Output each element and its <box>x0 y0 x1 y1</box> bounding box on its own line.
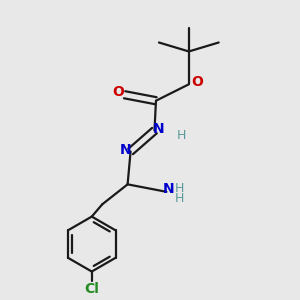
Text: O: O <box>112 85 124 99</box>
Text: H: H <box>174 182 184 195</box>
Text: O: O <box>191 75 203 89</box>
Text: H: H <box>177 129 186 142</box>
Text: N: N <box>119 143 131 157</box>
Text: N: N <box>163 182 175 196</box>
Text: H: H <box>174 192 184 205</box>
Text: Cl: Cl <box>84 283 99 296</box>
Text: N: N <box>152 122 164 136</box>
